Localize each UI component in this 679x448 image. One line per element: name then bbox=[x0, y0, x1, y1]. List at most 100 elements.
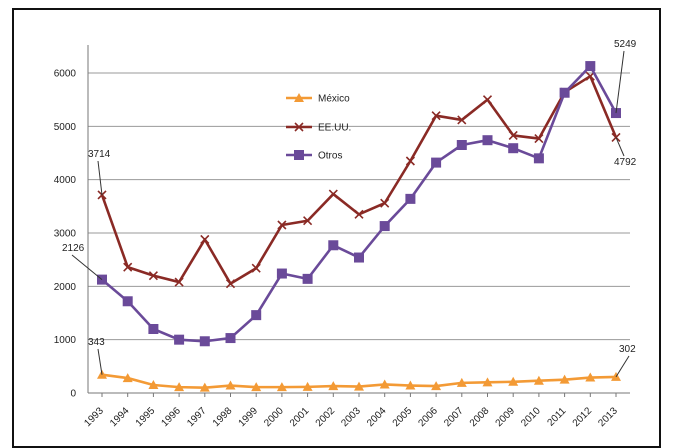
data-point bbox=[559, 374, 570, 384]
data-point bbox=[508, 130, 518, 140]
callout-label: 3714 bbox=[88, 149, 111, 160]
x-tick-label: 1994 bbox=[108, 405, 132, 429]
data-point bbox=[533, 153, 544, 164]
y-tick-label: 6000 bbox=[54, 69, 77, 80]
data-point bbox=[328, 240, 339, 251]
legend-label: EE.UU. bbox=[318, 123, 351, 134]
x-tick-label: 2005 bbox=[391, 405, 415, 429]
data-point bbox=[148, 380, 159, 389]
data-point bbox=[174, 277, 184, 287]
legend-marker bbox=[294, 93, 304, 102]
x-tick-label: 1996 bbox=[159, 405, 183, 429]
x-tick-label: 2008 bbox=[468, 405, 492, 429]
data-point bbox=[508, 376, 519, 386]
x-tick-label: 2009 bbox=[494, 405, 518, 429]
data-point bbox=[328, 381, 339, 391]
data-point bbox=[200, 234, 210, 244]
data-point bbox=[456, 377, 467, 387]
data-point bbox=[457, 115, 467, 125]
data-point bbox=[148, 271, 158, 281]
data-point bbox=[174, 334, 185, 345]
x-tick-label: 2000 bbox=[262, 405, 286, 429]
data-point bbox=[225, 333, 236, 344]
data-point bbox=[559, 87, 570, 98]
chart-frame bbox=[12, 8, 661, 448]
y-tick-label: 2000 bbox=[54, 282, 77, 293]
data-point bbox=[379, 379, 390, 389]
x-tick-label: 2004 bbox=[365, 405, 389, 429]
y-tick-label: 1000 bbox=[54, 335, 77, 346]
data-point bbox=[123, 262, 133, 272]
data-point bbox=[251, 310, 262, 321]
callout-leader bbox=[615, 355, 630, 378]
data-point bbox=[251, 382, 262, 392]
data-point bbox=[277, 220, 287, 230]
x-tick-label: 2001 bbox=[288, 405, 312, 429]
data-point bbox=[405, 193, 416, 204]
x-tick-label: 1999 bbox=[237, 405, 261, 429]
data-point bbox=[534, 134, 544, 144]
data-point bbox=[328, 189, 338, 199]
data-point bbox=[122, 296, 133, 307]
data-point bbox=[225, 380, 236, 390]
data-point bbox=[354, 209, 364, 219]
y-tick-label: 5000 bbox=[54, 122, 77, 133]
data-point bbox=[276, 382, 287, 392]
x-tick-label: 2011 bbox=[545, 405, 568, 428]
callout-leader bbox=[615, 137, 625, 157]
data-point bbox=[456, 140, 467, 150]
data-point bbox=[585, 61, 596, 72]
callout-leader bbox=[97, 348, 103, 375]
x-tick-label: 1998 bbox=[211, 405, 235, 429]
data-point bbox=[303, 216, 313, 226]
x-tick-label: 2003 bbox=[339, 405, 363, 429]
data-point bbox=[431, 111, 441, 121]
legend-marker bbox=[294, 122, 304, 132]
callout-leader bbox=[71, 254, 103, 280]
x-tick-label: 2012 bbox=[571, 405, 595, 429]
data-point bbox=[251, 263, 261, 273]
data-point bbox=[276, 268, 287, 279]
data-point bbox=[508, 143, 519, 154]
series-line bbox=[101, 64, 618, 343]
data-point bbox=[482, 377, 493, 387]
data-point bbox=[302, 381, 313, 391]
data-point bbox=[225, 279, 236, 289]
data-point bbox=[431, 157, 442, 168]
x-tick-label: 2007 bbox=[442, 405, 466, 429]
callout-label: 2126 bbox=[62, 243, 85, 254]
legend-label: México bbox=[318, 94, 350, 105]
callout-label: 302 bbox=[619, 344, 636, 355]
y-tick-label: 3000 bbox=[54, 229, 77, 240]
x-tick-label: 1995 bbox=[134, 405, 158, 429]
x-tick-label: 2013 bbox=[596, 405, 620, 429]
data-point bbox=[482, 95, 493, 105]
data-point bbox=[354, 252, 364, 263]
callout-label: 4792 bbox=[614, 157, 637, 168]
y-tick-label: 4000 bbox=[54, 175, 77, 186]
legend-marker bbox=[294, 150, 304, 160]
data-point bbox=[174, 382, 185, 392]
data-point bbox=[302, 273, 313, 284]
x-tick-label: 2002 bbox=[314, 405, 338, 429]
x-tick-label: 1993 bbox=[82, 405, 106, 429]
data-point bbox=[379, 221, 390, 232]
callout-leader bbox=[615, 50, 625, 114]
x-tick-label: 2006 bbox=[416, 405, 440, 429]
x-tick-label: 2010 bbox=[519, 405, 543, 429]
data-point bbox=[405, 156, 415, 166]
data-point bbox=[380, 198, 390, 208]
data-point bbox=[122, 373, 133, 383]
callout-label: 343 bbox=[88, 337, 105, 348]
data-point bbox=[405, 380, 416, 390]
data-point bbox=[431, 381, 442, 391]
data-point bbox=[148, 324, 159, 334]
data-point bbox=[199, 382, 210, 392]
callout-leader bbox=[97, 160, 103, 195]
data-point bbox=[533, 375, 544, 385]
data-point bbox=[585, 372, 596, 382]
data-point bbox=[482, 135, 493, 146]
data-point bbox=[199, 336, 210, 347]
x-tick-label: 1997 bbox=[185, 405, 209, 429]
